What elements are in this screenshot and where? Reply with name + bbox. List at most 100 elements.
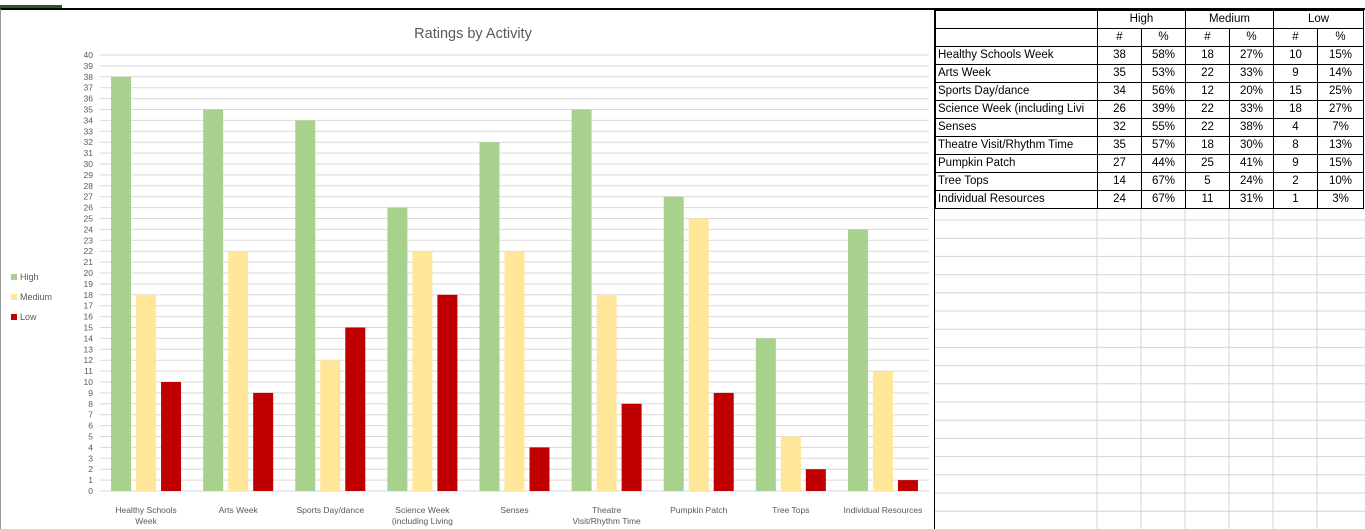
value-cell[interactable]: 24: [1097, 190, 1142, 209]
table-row: Arts Week 35 53% 22 33% 9 14%: [935, 64, 1364, 83]
value-cell[interactable]: 18: [1185, 136, 1230, 155]
y-tick-label: 27: [84, 192, 94, 202]
value-cell[interactable]: 15%: [1317, 46, 1364, 65]
bar-high: [295, 120, 316, 492]
value-cell[interactable]: 26: [1097, 100, 1142, 119]
value-cell[interactable]: 27: [1097, 154, 1142, 173]
table-row: Sports Day/dance 34 56% 12 20% 15 25%: [935, 82, 1364, 101]
value-cell[interactable]: 9: [1273, 154, 1318, 173]
value-cell[interactable]: 11: [1185, 190, 1230, 209]
table-header-high[interactable]: High: [1097, 10, 1186, 29]
value-cell[interactable]: 10: [1273, 46, 1318, 65]
y-tick-label: 34: [84, 115, 94, 125]
activity-name-cell[interactable]: Senses: [935, 118, 1098, 137]
table-subheader-blank[interactable]: [935, 28, 1098, 47]
value-cell[interactable]: 27%: [1229, 46, 1274, 65]
value-cell[interactable]: 38: [1097, 46, 1142, 65]
value-cell[interactable]: 41%: [1229, 154, 1274, 173]
activity-name-cell[interactable]: Individual Resources: [935, 190, 1098, 209]
value-cell[interactable]: 35: [1097, 136, 1142, 155]
value-cell[interactable]: 10%: [1317, 172, 1364, 191]
activity-name-cell[interactable]: Arts Week: [935, 64, 1098, 83]
table-row: Tree Tops 14 67% 5 24% 2 10%: [935, 172, 1364, 191]
value-cell[interactable]: 22: [1185, 118, 1230, 137]
value-cell[interactable]: 39%: [1141, 100, 1186, 119]
activity-name-cell[interactable]: Science Week (including Livi: [935, 100, 1098, 119]
table-subheader[interactable]: #: [1185, 28, 1230, 47]
value-cell[interactable]: 31%: [1229, 190, 1274, 209]
value-cell[interactable]: 15: [1273, 82, 1318, 101]
value-cell[interactable]: 3%: [1317, 190, 1364, 209]
value-cell[interactable]: 22: [1185, 64, 1230, 83]
value-cell[interactable]: 14: [1097, 172, 1142, 191]
value-cell[interactable]: 14%: [1317, 64, 1364, 83]
table-header-medium[interactable]: Medium: [1185, 10, 1274, 29]
chart-panel[interactable]: Ratings by Activity 0 1 2 3 4 5 6 7 8 9 10 11 12 13 14…: [0, 8, 934, 529]
bar-medium: [412, 251, 433, 491]
y-tick-label: 37: [84, 83, 94, 93]
value-cell[interactable]: 25%: [1317, 82, 1364, 101]
value-cell[interactable]: 9: [1273, 64, 1318, 83]
table-header-blank[interactable]: [935, 10, 1098, 29]
y-tick-label: 11: [84, 366, 93, 376]
activity-name-cell[interactable]: Theatre Visit/Rhythm Time: [935, 136, 1098, 155]
activity-name-cell[interactable]: Tree Tops: [935, 172, 1098, 191]
bar-high: [111, 76, 132, 492]
x-tick-label: Healthy Schools Week: [115, 505, 176, 526]
value-cell[interactable]: 30%: [1229, 136, 1274, 155]
bar-medium: [872, 371, 893, 491]
bar-chart: Ratings by Activity 01234567891011121314…: [11, 26, 929, 529]
value-cell[interactable]: 33%: [1229, 100, 1274, 119]
value-cell[interactable]: 55%: [1141, 118, 1186, 137]
value-cell[interactable]: 33%: [1229, 64, 1274, 83]
value-cell[interactable]: 24%: [1229, 172, 1274, 191]
value-cell[interactable]: 7%: [1317, 118, 1364, 137]
value-cell[interactable]: 5: [1185, 172, 1230, 191]
value-cell[interactable]: 20%: [1229, 82, 1274, 101]
x-tick-label: Tree Tops: [772, 505, 809, 515]
x-tick-label: Arts Week: [219, 505, 259, 515]
value-cell[interactable]: 18: [1185, 46, 1230, 65]
table-header-low[interactable]: Low: [1273, 10, 1364, 29]
value-cell[interactable]: 56%: [1141, 82, 1186, 101]
value-cell[interactable]: 35: [1097, 64, 1142, 83]
value-cell[interactable]: 22: [1185, 100, 1230, 119]
value-cell[interactable]: 15%: [1317, 154, 1364, 173]
table-subheader[interactable]: #: [1097, 28, 1142, 47]
value-cell[interactable]: 8: [1273, 136, 1318, 155]
value-cell[interactable]: 12: [1185, 82, 1230, 101]
bar-low: [437, 294, 458, 491]
activity-name-cell[interactable]: Pumpkin Patch: [935, 154, 1098, 173]
value-cell[interactable]: 1: [1273, 190, 1318, 209]
value-cell[interactable]: 34: [1097, 82, 1142, 101]
value-cell[interactable]: 25: [1185, 154, 1230, 173]
value-cell[interactable]: 32: [1097, 118, 1142, 137]
y-tick-label: 36: [84, 94, 94, 104]
value-cell[interactable]: 2: [1273, 172, 1318, 191]
table-subheader[interactable]: %: [1141, 28, 1186, 47]
value-cell[interactable]: 4: [1273, 118, 1318, 137]
value-cell[interactable]: 57%: [1141, 136, 1186, 155]
bar-low: [897, 480, 918, 491]
value-cell[interactable]: 13%: [1317, 136, 1364, 155]
bar-medium: [596, 294, 617, 491]
value-cell[interactable]: 27%: [1317, 100, 1364, 119]
activity-name-cell[interactable]: Healthy Schools Week: [935, 46, 1098, 65]
value-cell[interactable]: 38%: [1229, 118, 1274, 137]
value-cell[interactable]: 53%: [1141, 64, 1186, 83]
value-cell[interactable]: 67%: [1141, 190, 1186, 209]
spreadsheet-panel[interactable]: High Medium Low # % # % # % Healthy Scho…: [934, 8, 1365, 529]
bar-high: [387, 207, 408, 491]
value-cell[interactable]: 67%: [1141, 172, 1186, 191]
table-subheader[interactable]: %: [1229, 28, 1274, 47]
value-cell[interactable]: 18: [1273, 100, 1318, 119]
activity-name-cell[interactable]: Sports Day/dance: [935, 82, 1098, 101]
table-subheader[interactable]: %: [1317, 28, 1364, 47]
x-tick-label: Pumpkin Patch: [670, 505, 727, 515]
table-subheader[interactable]: #: [1273, 28, 1318, 47]
y-tick-label: 28: [84, 181, 94, 191]
ratings-table: High Medium Low # % # % # % Healthy Scho…: [935, 10, 1364, 209]
table-row: Pumpkin Patch 27 44% 25 41% 9 15%: [935, 154, 1364, 173]
value-cell[interactable]: 58%: [1141, 46, 1186, 65]
value-cell[interactable]: 44%: [1141, 154, 1186, 173]
